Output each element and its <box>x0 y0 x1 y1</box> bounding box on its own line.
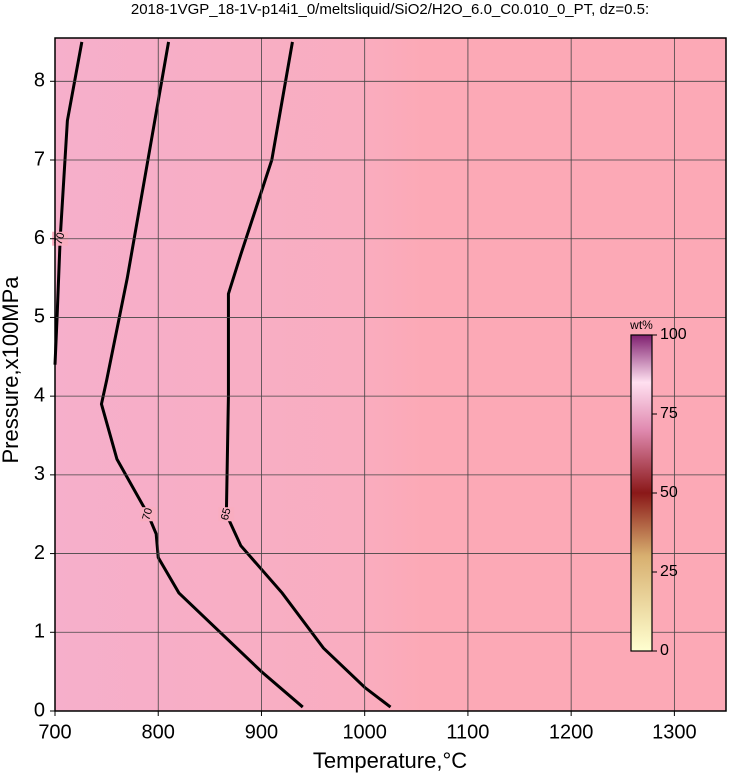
x-tick-label: 1000 <box>342 721 387 743</box>
colorbar-tick-label: 100 <box>660 326 687 343</box>
y-tick-label: 5 <box>34 306 45 328</box>
y-tick-label: 7 <box>34 148 45 170</box>
contour-label-bg <box>139 507 156 522</box>
x-tick-label: 900 <box>245 721 278 743</box>
y-tick-label: 4 <box>34 384 45 406</box>
colorbar-tick-label: 50 <box>660 484 678 501</box>
colorbar-label: wt% <box>629 318 653 332</box>
x-tick-label: 1200 <box>549 721 594 743</box>
colorbar-tick-label: 25 <box>660 563 678 580</box>
y-tick-label: 8 <box>34 70 45 92</box>
colorbar <box>630 334 653 652</box>
x-tick-label: 1300 <box>652 721 697 743</box>
y-tick-label: 6 <box>34 227 45 249</box>
colorbar-tick-label: 75 <box>660 405 678 422</box>
x-axis-label: Temperature,°C <box>313 748 467 773</box>
contour-label-bg <box>218 507 235 522</box>
contour-label: 70 <box>140 507 155 522</box>
x-tick-label: 1100 <box>446 721 489 743</box>
colorbar-tick-label: 0 <box>660 642 669 659</box>
y-tick-label: 0 <box>34 699 45 721</box>
x-tick-label: 800 <box>142 721 175 743</box>
plot-background <box>55 38 726 711</box>
x-tick-label: 700 <box>38 721 71 743</box>
y-tick-label: 1 <box>34 621 45 643</box>
y-axis-label: Pressure,x100MPa <box>0 276 23 464</box>
contour-label: 65 <box>219 507 234 522</box>
plot-frame <box>54 37 727 712</box>
y-tick-label: 3 <box>34 463 45 485</box>
chart-title: 2018-1VGP_18-1V-p14i1_0/meltsliquid/SiO2… <box>131 1 649 18</box>
y-tick-label: 2 <box>34 542 45 564</box>
